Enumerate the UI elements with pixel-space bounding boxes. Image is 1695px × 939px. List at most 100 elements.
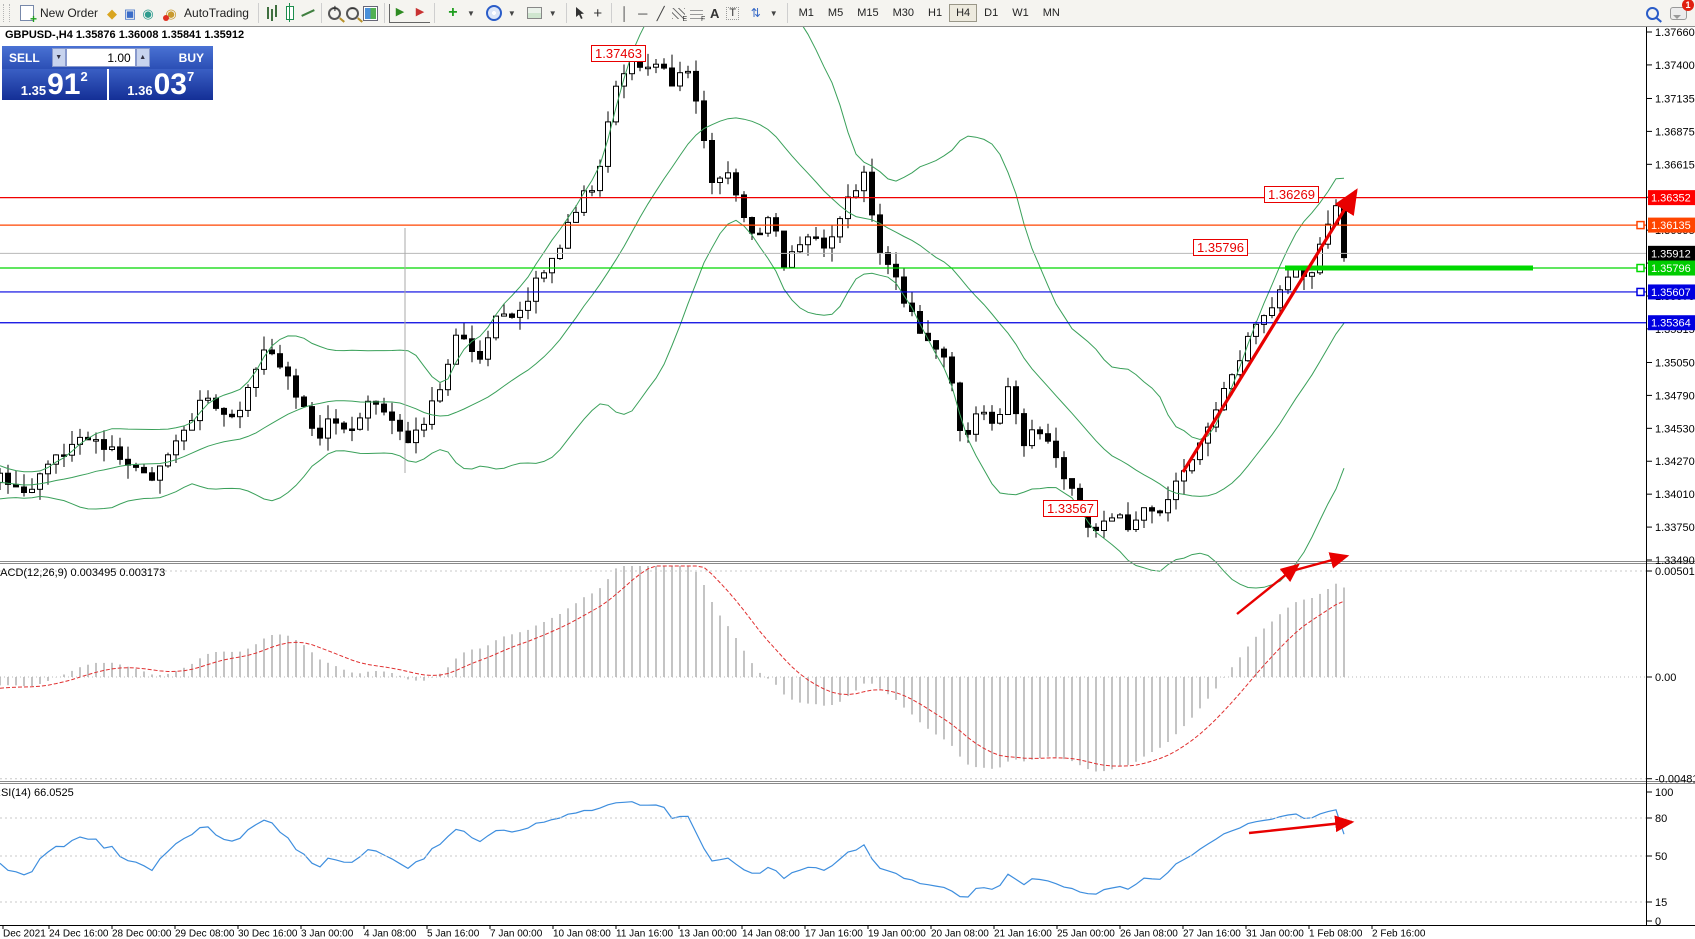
toolbar-grip[interactable]: [3, 4, 10, 22]
drawn-objects[interactable]: [404, 188, 1358, 835]
zoom-out-icon[interactable]: −: [344, 4, 362, 22]
timeframe-button-M30[interactable]: M30: [892, 7, 915, 19]
auto-scroll-icon[interactable]: ▶: [388, 3, 410, 23]
separator: [383, 3, 385, 23]
time-axis-label: 20 Jan 08:00: [931, 929, 989, 939]
volume-decrease-button[interactable]: ▼: [51, 48, 66, 67]
volume-increase-button[interactable]: ▲: [135, 48, 150, 67]
market-watch-icon[interactable]: ▣: [123, 5, 137, 21]
cursor-tool-icon[interactable]: [571, 4, 589, 22]
trend-arrow[interactable]: [1248, 815, 1355, 835]
new-order-button[interactable]: New Order: [13, 1, 103, 25]
buy-price-sup: 7: [186, 69, 195, 84]
svg-text:80: 80: [1655, 813, 1667, 825]
svg-text:1.33490: 1.33490: [1655, 555, 1695, 567]
text-label-tool-icon[interactable]: T: [724, 4, 742, 22]
time-axis-label: Dec 2021: [3, 929, 46, 939]
zoom-in-icon[interactable]: +: [326, 4, 344, 22]
horizontal-line-tool-icon[interactable]: ─: [638, 5, 648, 21]
trend-arrow[interactable]: [1181, 188, 1358, 473]
candlestick-chart-icon[interactable]: [281, 3, 299, 22]
svg-text:1.34270: 1.34270: [1655, 456, 1695, 468]
svg-text:1.37135: 1.37135: [1655, 93, 1695, 105]
trend-arrow[interactable]: [1287, 552, 1350, 574]
svg-text:1.34010: 1.34010: [1655, 489, 1695, 501]
time-axis-label: 30 Dec 16:00: [238, 929, 298, 939]
axis-price-label: [1648, 245, 1695, 261]
buy-price-button[interactable]: 1.36 03 7: [108, 68, 213, 101]
timeframe-button-M15[interactable]: M15: [857, 7, 879, 19]
timeframe-button-D1[interactable]: D1: [984, 7, 999, 19]
timeframe-button-H4[interactable]: H4: [949, 4, 978, 22]
line-chart-icon[interactable]: [299, 4, 317, 22]
chart-title: GBPUSD-,H4 1.35876 1.36008 1.35841 1.359…: [5, 29, 245, 41]
metaeditor-icon[interactable]: ◆: [107, 5, 118, 21]
autotrading-button[interactable]: ◉ AutoTrading: [157, 1, 254, 25]
timeframe-button-M5[interactable]: M5: [827, 7, 844, 19]
buy-price-big: 03: [153, 68, 187, 101]
svg-text:1.35796: 1.35796: [1651, 263, 1691, 275]
toolbar: New Order ◆ ▣ ◉ ◉ AutoTrading + − ▶ ▶ +▼…: [0, 0, 1695, 27]
sell-price-button[interactable]: 1.35 91 2: [2, 69, 107, 100]
search-icon[interactable]: [1643, 4, 1661, 22]
timeframe-button-MN[interactable]: MN: [1042, 7, 1060, 19]
price-annotation[interactable]: 1.35796: [1193, 239, 1248, 256]
bollinger-bands: [0, 0, 1345, 589]
svg-text:0.00: 0.00: [1655, 672, 1676, 684]
price-annotation[interactable]: 1.36269: [1264, 186, 1319, 203]
rsi-panel: [0, 801, 1647, 903]
time-axis-label: 24 Dec 16:00: [49, 929, 109, 939]
axis-price-label: [1648, 284, 1695, 300]
candles-layer: [0, 51, 1347, 538]
fibonacci-tool-icon[interactable]: [688, 4, 706, 23]
templates-button[interactable]: ▼: [521, 1, 562, 25]
svg-text:1.36615: 1.36615: [1655, 159, 1695, 171]
price-annotation[interactable]: 1.33567: [1043, 500, 1098, 517]
indicators-button[interactable]: + ▼: [448, 4, 475, 21]
svg-text:1.35912: 1.35912: [1651, 248, 1691, 260]
notifications-icon[interactable]: 1: [1669, 0, 1694, 22]
buy-button[interactable]: BUY: [178, 50, 204, 65]
sell-button[interactable]: SELL: [9, 50, 40, 65]
timeframe-button-W1[interactable]: W1: [1012, 7, 1029, 19]
text-tool-icon[interactable]: A: [710, 5, 720, 21]
timeframe-button-H1[interactable]: H1: [928, 7, 943, 19]
signals-icon[interactable]: ◉: [142, 5, 154, 21]
svg-text:1.35050: 1.35050: [1655, 357, 1695, 369]
notification-badge: 1: [1682, 0, 1694, 11]
svg-text:1.37400: 1.37400: [1655, 60, 1695, 72]
vertical-line-tool-icon[interactable]: │: [620, 5, 629, 21]
separator: [433, 3, 435, 23]
timeframe-button-M1[interactable]: M1: [798, 7, 814, 19]
chart-shift-icon[interactable]: ▶: [409, 4, 430, 23]
trendline-tool-icon[interactable]: ╱: [656, 5, 665, 21]
svg-text:15: 15: [1655, 897, 1667, 909]
crosshair-tool-icon[interactable]: +: [593, 4, 603, 22]
trend-arrow[interactable]: [1236, 563, 1300, 615]
rsi-indicator-label: RSI(14) 66.0525: [0, 787, 74, 799]
svg-text:1.33750: 1.33750: [1655, 522, 1695, 534]
bar-chart-icon[interactable]: [263, 4, 281, 22]
time-axis-label: 13 Jan 00:00: [679, 929, 737, 939]
new-order-label: New Order: [40, 6, 99, 20]
sell-price-big: 91: [47, 68, 81, 101]
periods-button[interactable]: ▼: [480, 1, 521, 25]
time-axis-label: 26 Jan 08:00: [1120, 929, 1178, 939]
svg-text:1.36352: 1.36352: [1651, 193, 1691, 205]
price-annotation[interactable]: 1.37463: [591, 45, 646, 62]
svg-text:0.005014: 0.005014: [1655, 566, 1695, 578]
volume-input[interactable]: [65, 48, 136, 67]
one-click-prices: 1.35 91 2 1.36 03 7: [2, 69, 213, 100]
channel-tool-icon[interactable]: [670, 4, 688, 23]
time-axis-label: 1 Feb 08:00: [1309, 929, 1363, 939]
separator: [786, 3, 788, 23]
arrows-tool-button[interactable]: ⇅ ▼: [750, 6, 778, 20]
axis-price-label: [1648, 217, 1695, 233]
level-lines[interactable]: [0, 197, 1647, 324]
level-handle[interactable]: [1636, 220, 1645, 230]
tile-windows-icon[interactable]: [362, 4, 380, 22]
level-handle[interactable]: [1636, 287, 1645, 297]
level-handle[interactable]: [1636, 263, 1645, 273]
